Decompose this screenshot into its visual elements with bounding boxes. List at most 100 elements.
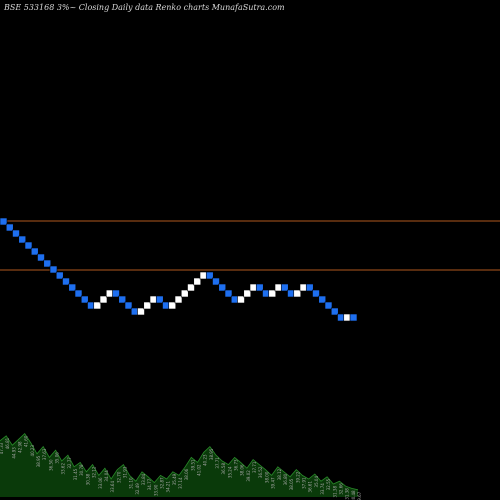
volume-label: 31.38 — [345, 488, 350, 500]
renko-brick — [324, 301, 333, 310]
volume-label: 32.87 — [160, 477, 165, 489]
volume-line — [0, 432, 359, 491]
renko-brick — [180, 289, 189, 298]
volume-label: 33.90 — [153, 484, 158, 496]
volume-label: 33.06 — [98, 477, 103, 489]
renko-brick — [168, 301, 177, 310]
renko-brick — [12, 229, 20, 238]
volume-label: 36.58 — [221, 463, 226, 475]
volume-label: 33.74 — [320, 483, 325, 495]
volume-label: 41.60 — [24, 435, 29, 447]
renko-brick — [18, 235, 27, 244]
volume-label: 32.49 — [135, 483, 140, 495]
volume-label: 30.48 — [351, 490, 356, 500]
volume-label: 39.02 — [246, 470, 251, 482]
volume-label: 39.47 — [271, 477, 276, 489]
volume-label: 32.66 — [339, 483, 344, 495]
renko-brick — [87, 301, 95, 310]
renko-brick — [230, 295, 239, 304]
volume-label: 41.02 — [197, 464, 202, 476]
renko-brick — [130, 307, 139, 316]
volume-label: 39.22 — [295, 471, 300, 483]
renko-brick — [249, 283, 258, 292]
renko-brick — [68, 283, 77, 292]
renko-brick — [224, 289, 233, 298]
volume-label: 33.62 — [61, 463, 66, 475]
volume-label: 37.63 — [42, 448, 47, 460]
volume-label: 31.10 — [129, 477, 134, 489]
volume-label: 33.84 — [141, 473, 146, 485]
volume-label: 32.12 — [92, 466, 97, 478]
volume-label: 38.95 — [209, 448, 214, 460]
volume-label: 29.67 — [357, 491, 362, 500]
renko-brick — [137, 307, 145, 316]
renko-brick — [118, 295, 127, 304]
chart-title: BSE 533168 3%~ Closing Daily data Renko … — [4, 3, 285, 12]
renko-brick — [80, 295, 89, 304]
volume-label: 31.45 — [73, 468, 78, 480]
renko-bricks — [0, 217, 358, 322]
volume-label: 37.91 — [301, 477, 306, 489]
renko-brick — [174, 295, 183, 304]
volume-label: 32.70 — [116, 471, 121, 483]
volume-label: 35.24 — [227, 466, 232, 478]
volume-label: 44.93 — [11, 447, 16, 459]
renko-brick — [162, 301, 170, 310]
reference-lines — [0, 220, 500, 271]
volume-label: 32.55 — [326, 478, 331, 490]
volume-label: 36.52 — [258, 466, 263, 478]
volume-label: 36.61 — [308, 481, 313, 493]
renko-brick — [62, 277, 70, 286]
volume-label: 38.12 — [277, 468, 282, 480]
volume-label: 35.04 — [314, 476, 319, 488]
renko-brick — [349, 313, 358, 322]
renko-brick — [205, 271, 214, 280]
renko-brick — [237, 295, 245, 304]
renko-brick — [243, 289, 252, 298]
volume-label: 33.64 — [110, 481, 115, 493]
renko-brick — [280, 283, 289, 292]
volume-label: 37.14 — [178, 477, 183, 489]
renko-brick — [199, 271, 208, 280]
renko-brick — [24, 241, 33, 250]
volume-label: 38.06 — [184, 468, 189, 480]
renko-brick — [43, 259, 52, 268]
volume-label: 42.98 — [18, 441, 23, 453]
renko-brick — [255, 283, 264, 292]
volume-label: 38.00 — [264, 471, 269, 483]
volume-label: 34.21 — [166, 481, 171, 493]
renko-brick — [143, 301, 152, 310]
volume-label: 32.77 — [67, 457, 72, 469]
renko-brick — [112, 289, 120, 298]
renko-brick — [49, 265, 58, 274]
renko-brick — [149, 295, 158, 304]
renko-brick — [330, 307, 339, 316]
volume-label: 38.95 — [36, 455, 41, 467]
renko-brick — [124, 301, 133, 310]
volume-label: 40.23 — [203, 454, 208, 466]
volume-label: 37.71 — [215, 457, 220, 469]
renko-brick — [193, 277, 202, 286]
renko-brick — [99, 295, 108, 304]
volume-label: 47.33 — [0, 442, 4, 454]
volume-label: 30.38 — [85, 473, 90, 485]
volume-label: 36.73 — [234, 459, 239, 471]
volume-label: 36.50 — [48, 459, 53, 471]
volume-label: 38.06 — [240, 464, 245, 476]
renko-brick — [155, 295, 164, 304]
volume-label: 30.78 — [79, 464, 84, 476]
renko-brick — [312, 289, 320, 298]
renko-brick — [93, 301, 102, 310]
volume-label: 34.04 — [104, 470, 109, 482]
renko-brick — [305, 283, 314, 292]
renko-brick — [187, 283, 195, 292]
renko-brick — [37, 253, 45, 262]
volume-fill — [0, 433, 358, 497]
renko-brick — [0, 217, 8, 226]
renko-brick — [218, 283, 227, 292]
volume-area — [0, 432, 359, 497]
renko-brick — [5, 223, 14, 232]
volume-label: 38.05 — [289, 478, 294, 490]
renko-brick — [55, 271, 64, 280]
